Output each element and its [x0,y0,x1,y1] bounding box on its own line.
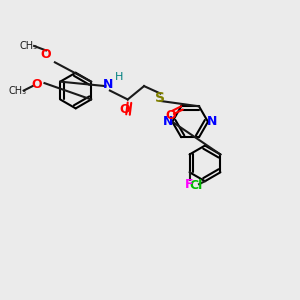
Text: CH₃: CH₃ [9,85,27,96]
Text: N: N [103,78,114,91]
Text: S: S [155,91,165,105]
Text: H: H [115,72,123,82]
Text: Cl: Cl [189,179,203,192]
Text: N: N [163,115,173,128]
Text: CH₃: CH₃ [19,41,37,51]
Text: F: F [185,178,194,191]
Text: O: O [41,48,51,62]
Text: O: O [119,103,130,116]
Text: N: N [207,115,218,128]
Text: O: O [166,109,176,122]
Text: O: O [32,78,42,91]
